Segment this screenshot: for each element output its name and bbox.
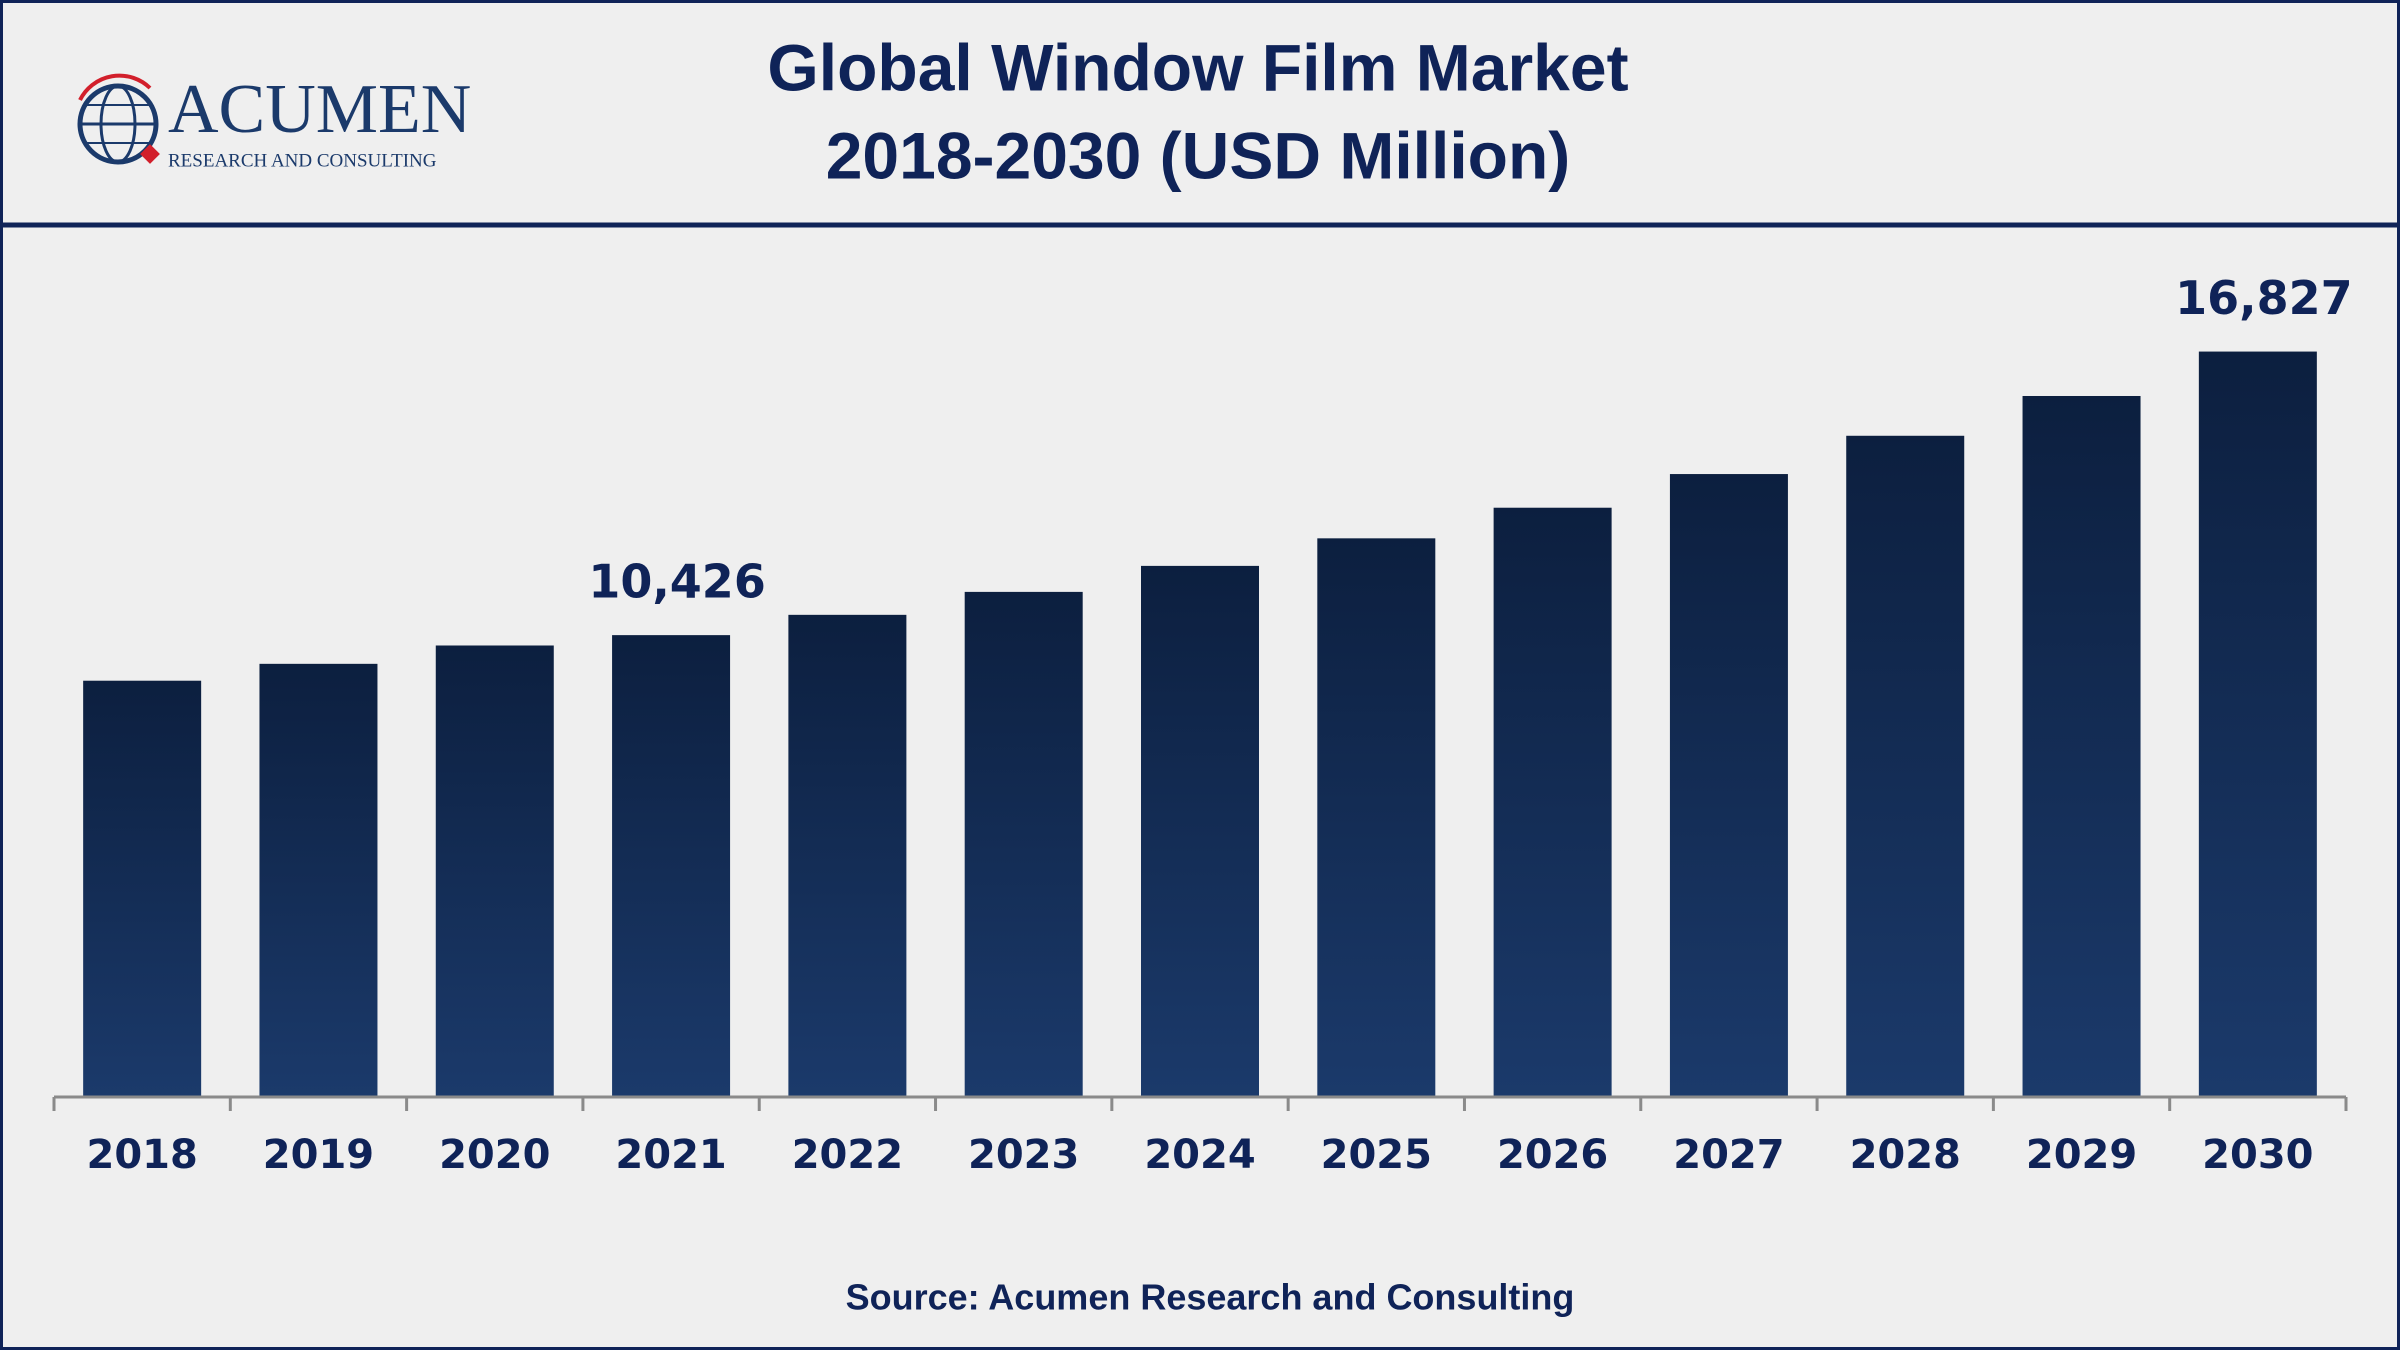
logo-tagline: RESEARCH AND CONSULTING (168, 150, 437, 171)
x-tick-label: 2018 (86, 1132, 197, 1178)
x-tick-label: 2029 (2026, 1132, 2137, 1178)
x-tick-label: 2022 (792, 1132, 903, 1178)
bar (612, 635, 731, 1097)
x-tick-label: 2026 (1497, 1132, 1608, 1178)
bar (1493, 507, 1612, 1097)
x-tick-label: 2028 (1850, 1132, 1961, 1178)
value-label: 16,827 (2175, 271, 2353, 325)
chart-subtitle: 2018-2030 (USD Million) (826, 118, 1571, 192)
source-note: Source: Acumen Research and Consulting (846, 1277, 1575, 1318)
chart-title: Global Window Film Market (767, 30, 1628, 104)
x-tick-label: 2025 (1321, 1132, 1432, 1178)
x-tick-label: 2024 (1144, 1132, 1255, 1178)
logo: ACUMEN RESEARCH AND CONSULTING (77, 71, 471, 171)
x-tick-label: 2023 (968, 1132, 1079, 1178)
logo-name: ACUMEN (168, 71, 471, 148)
logo-diamond (140, 144, 160, 164)
bar (2022, 395, 2141, 1097)
bar (1669, 474, 1788, 1097)
bar (1317, 538, 1436, 1097)
x-tick-label: 2030 (2202, 1132, 2313, 1178)
x-tick-label: 2019 (263, 1132, 374, 1178)
bar (83, 680, 202, 1097)
x-tick-label: 2020 (439, 1132, 550, 1178)
bar (788, 614, 907, 1097)
bar (964, 591, 1083, 1097)
bar (2198, 351, 2317, 1097)
bar (435, 645, 554, 1097)
logo-arc (78, 73, 152, 101)
value-label: 10,426 (588, 555, 766, 609)
bar (1141, 565, 1259, 1097)
bar (1846, 435, 1965, 1097)
x-tick-label: 2027 (1673, 1132, 1784, 1178)
bar (259, 663, 378, 1097)
x-tick-label: 2021 (615, 1132, 726, 1178)
